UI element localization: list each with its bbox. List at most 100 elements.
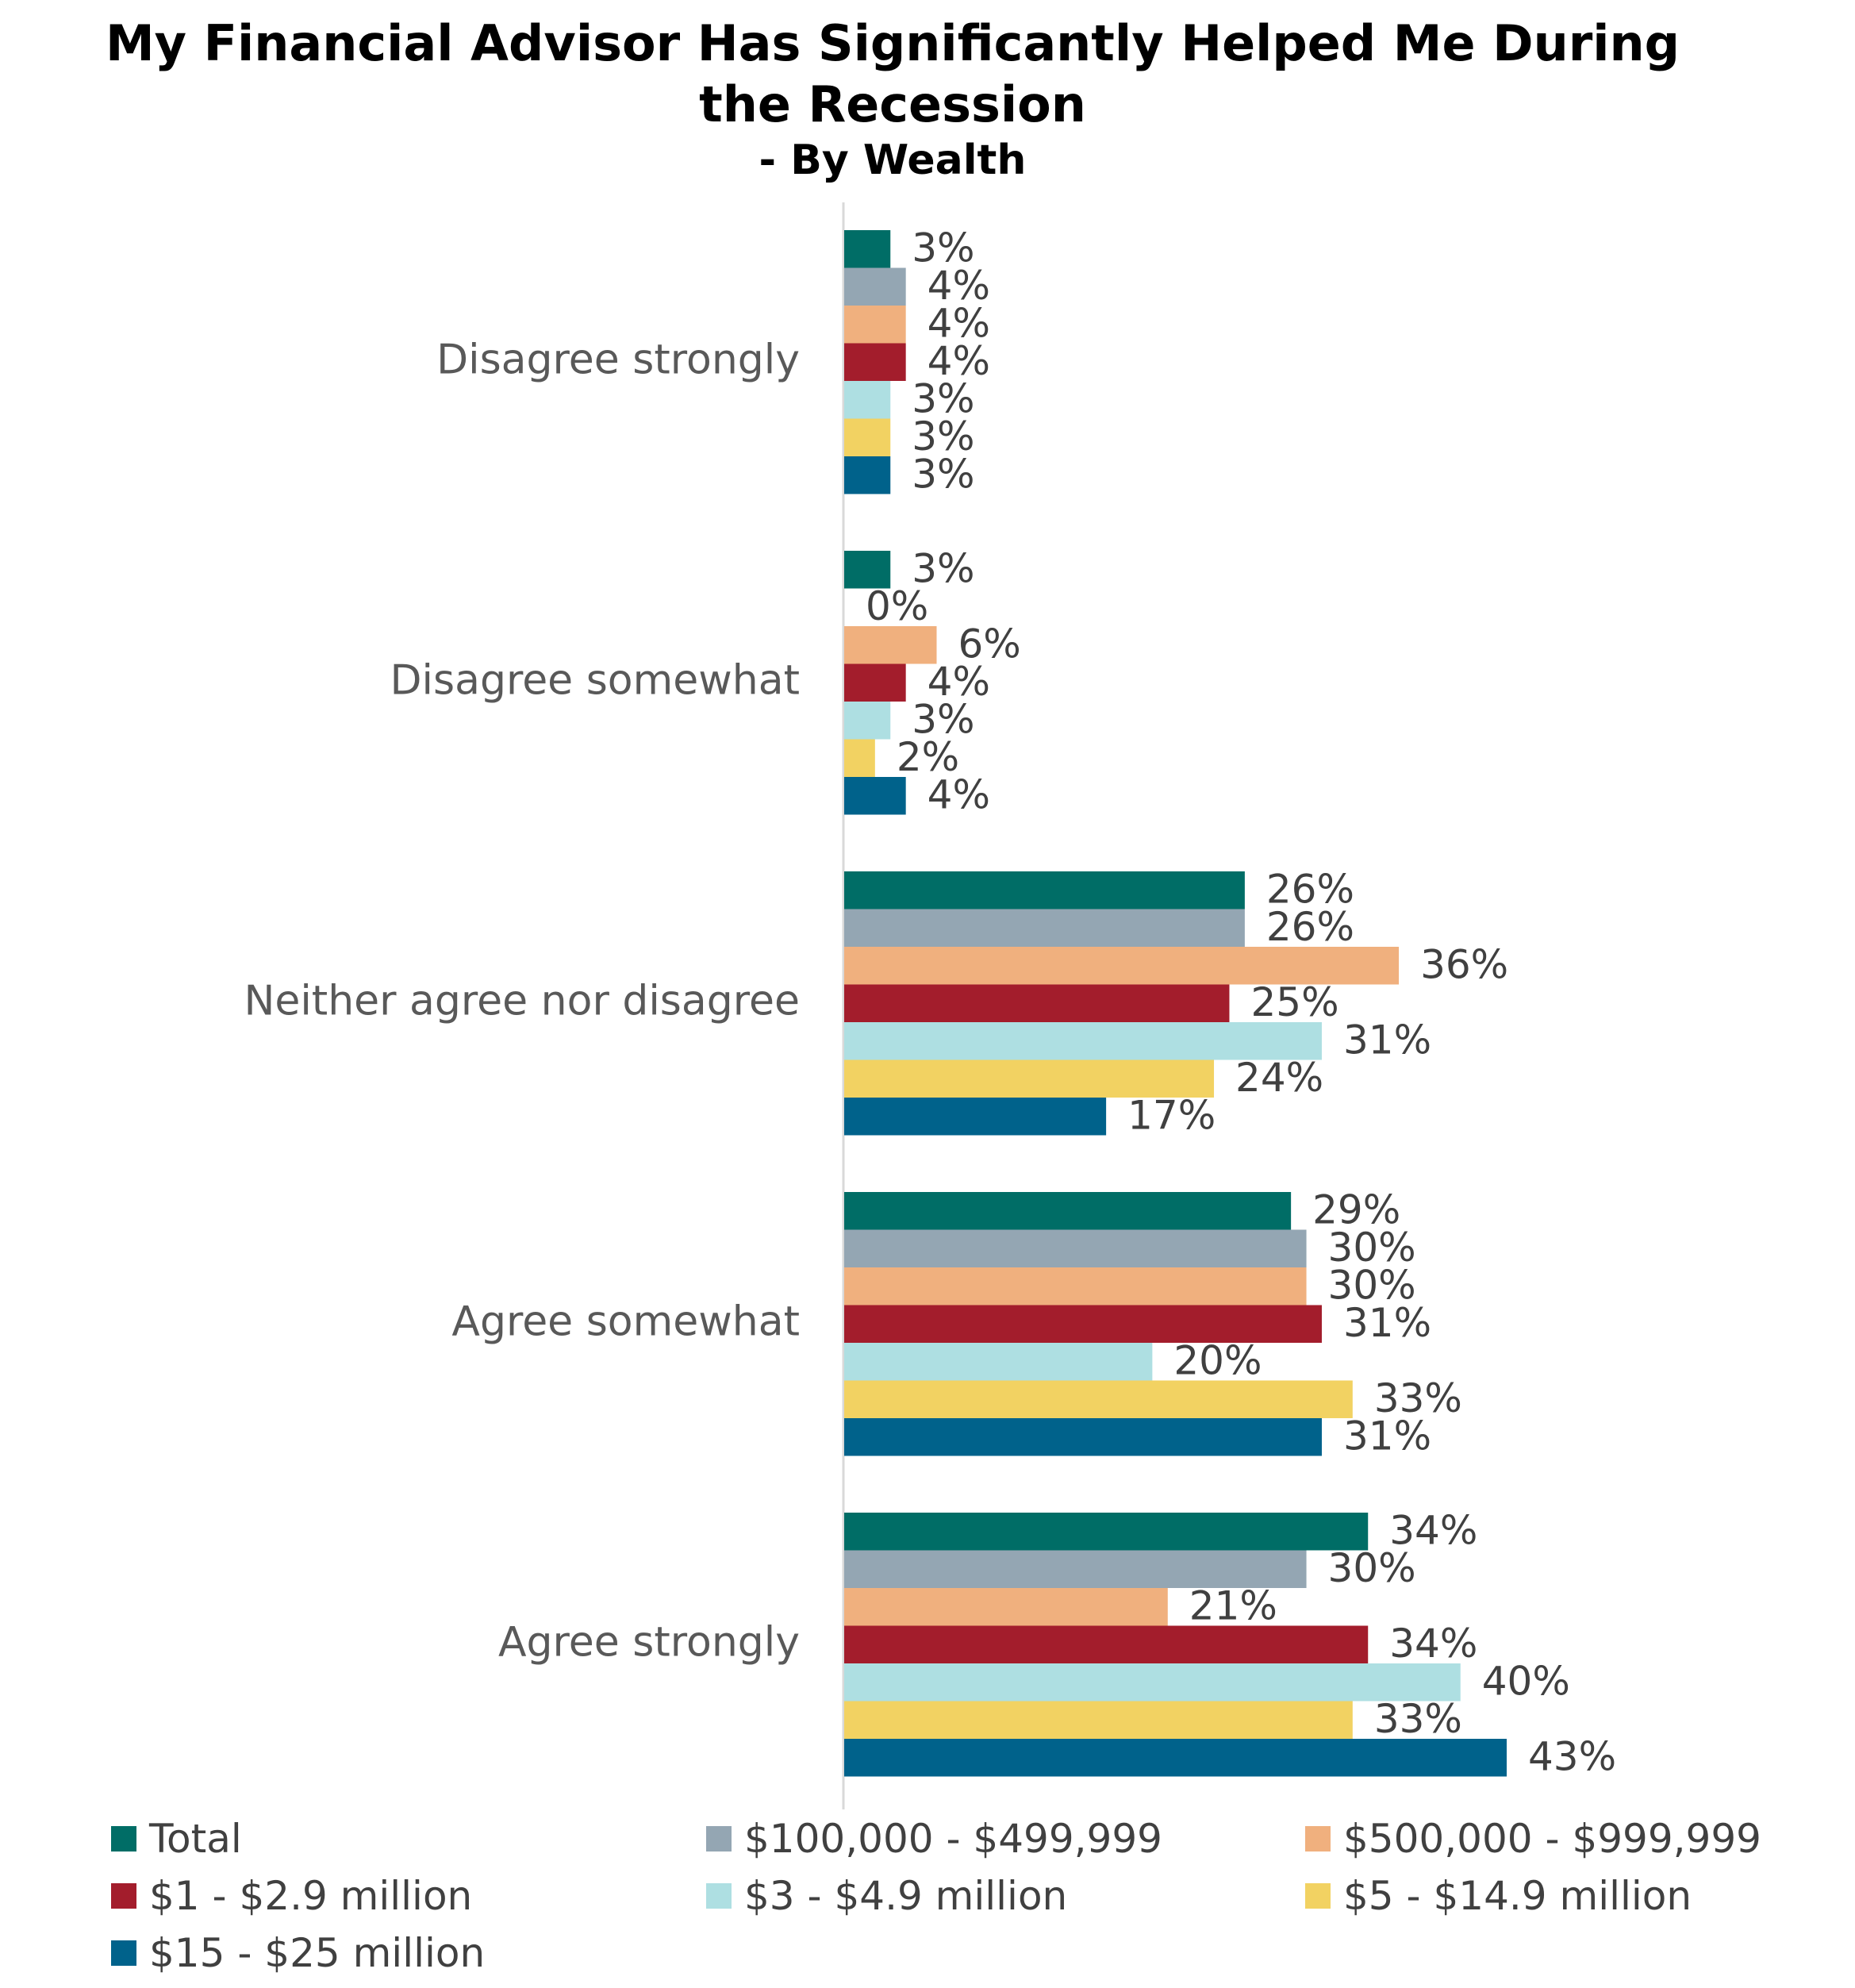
data-label-agree-somewhat-5-14-9-million: 33% bbox=[1374, 1375, 1462, 1421]
legend-item-100-000-499-999: $100,000 - $499,999 bbox=[706, 1816, 1162, 1862]
bar-agree-somewhat-100-000-499-999 bbox=[844, 1229, 1307, 1267]
bar-disagree-strongly-total bbox=[844, 230, 891, 268]
data-label-disagree-strongly-5-14-9-million: 3% bbox=[912, 413, 974, 460]
bar-agree-somewhat-total bbox=[844, 1192, 1292, 1230]
data-label-disagree-strongly-total: 3% bbox=[912, 225, 974, 271]
bar-neither-agree-nor-disagree-500-000-999-999 bbox=[844, 947, 1400, 985]
bar-agree-somewhat-1-2-9-million bbox=[844, 1305, 1322, 1343]
bar-disagree-strongly-15-25-million bbox=[844, 456, 891, 494]
bar-neither-agree-nor-disagree-total bbox=[844, 871, 1245, 909]
data-label-neither-agree-nor-disagree-500-000-999-999: 36% bbox=[1420, 941, 1508, 987]
legend-label: $500,000 - $999,999 bbox=[1343, 1816, 1761, 1862]
data-label-agree-somewhat-15-25-million: 31% bbox=[1343, 1413, 1431, 1459]
legend-swatch bbox=[1305, 1826, 1331, 1851]
data-label-agree-strongly-100-000-499-999: 30% bbox=[1328, 1545, 1416, 1591]
legend-item-3-4-9-million: $3 - $4.9 million bbox=[706, 1873, 1067, 1919]
category-label-neither-agree-nor-disagree: Neither agree nor disagree bbox=[244, 977, 800, 1025]
data-label-neither-agree-nor-disagree-15-25-million: 17% bbox=[1127, 1092, 1216, 1138]
bar-agree-strongly-1-2-9-million bbox=[844, 1625, 1369, 1663]
legend-swatch bbox=[111, 1940, 136, 1966]
bar-disagree-strongly-100-000-499-999 bbox=[844, 267, 906, 306]
data-label-disagree-strongly-3-4-9-million: 3% bbox=[912, 375, 974, 421]
bar-disagree-somewhat-1-2-9-million bbox=[844, 663, 906, 702]
data-label-agree-somewhat-500-000-999-999: 30% bbox=[1328, 1262, 1416, 1308]
data-label-disagree-somewhat-500-000-999-999: 6% bbox=[958, 621, 1021, 667]
legend-label: $5 - $14.9 million bbox=[1343, 1873, 1692, 1919]
data-label-disagree-somewhat-total: 3% bbox=[912, 545, 974, 591]
data-label-agree-somewhat-3-4-9-million: 20% bbox=[1173, 1337, 1262, 1383]
chart-title-line-2: the Recession bbox=[699, 75, 1086, 133]
legend-label: Total bbox=[149, 1816, 242, 1862]
bar-disagree-strongly-3-4-9-million bbox=[844, 381, 891, 419]
bar-agree-strongly-total bbox=[844, 1513, 1369, 1551]
data-label-agree-strongly-1-2-9-million: 34% bbox=[1389, 1621, 1477, 1667]
data-label-disagree-somewhat-1-2-9-million: 4% bbox=[928, 659, 990, 705]
data-label-disagree-somewhat-5-14-9-million: 2% bbox=[897, 734, 959, 780]
bar-neither-agree-nor-disagree-3-4-9-million bbox=[844, 1022, 1322, 1060]
legend-swatch bbox=[706, 1826, 732, 1851]
data-label-neither-agree-nor-disagree-100-000-499-999: 26% bbox=[1266, 904, 1354, 950]
bar-agree-strongly-3-4-9-million bbox=[844, 1663, 1461, 1702]
bar-agree-strongly-15-25-million bbox=[844, 1739, 1507, 1777]
data-label-agree-somewhat-100-000-499-999: 30% bbox=[1328, 1225, 1416, 1271]
data-label-disagree-strongly-100-000-499-999: 4% bbox=[928, 263, 990, 309]
legend-item-total: Total bbox=[111, 1816, 242, 1862]
bar-agree-strongly-500-000-999-999 bbox=[844, 1588, 1168, 1626]
legend-swatch bbox=[1305, 1883, 1331, 1909]
bar-disagree-somewhat-15-25-million bbox=[844, 777, 906, 815]
data-label-agree-strongly-500-000-999-999: 21% bbox=[1189, 1582, 1277, 1628]
legend-swatch bbox=[111, 1826, 136, 1851]
legend-label: $15 - $25 million bbox=[149, 1930, 486, 1976]
data-label-neither-agree-nor-disagree-5-14-9-million: 24% bbox=[1235, 1055, 1323, 1101]
category-label-disagree-strongly: Disagree strongly bbox=[436, 336, 800, 383]
bar-agree-strongly-5-14-9-million bbox=[844, 1701, 1353, 1739]
data-label-disagree-somewhat-15-25-million: 4% bbox=[928, 771, 990, 817]
bar-agree-somewhat-15-25-million bbox=[844, 1418, 1322, 1456]
bar-disagree-strongly-500-000-999-999 bbox=[844, 306, 906, 344]
bar-agree-somewhat-500-000-999-999 bbox=[844, 1267, 1307, 1305]
data-label-disagree-somewhat-3-4-9-million: 3% bbox=[912, 696, 974, 742]
bar-disagree-strongly-5-14-9-million bbox=[844, 418, 891, 456]
data-label-agree-strongly-total: 34% bbox=[1389, 1507, 1477, 1553]
data-label-disagree-strongly-1-2-9-million: 4% bbox=[928, 338, 990, 384]
legend-swatch bbox=[706, 1883, 732, 1909]
data-label-agree-somewhat-1-2-9-million: 31% bbox=[1343, 1300, 1431, 1346]
data-label-agree-strongly-3-4-9-million: 40% bbox=[1482, 1658, 1570, 1704]
bar-disagree-somewhat-5-14-9-million bbox=[844, 739, 875, 777]
data-label-agree-somewhat-total: 29% bbox=[1312, 1186, 1400, 1232]
bar-agree-somewhat-3-4-9-million bbox=[844, 1343, 1153, 1381]
legend-item-1-2-9-million: $1 - $2.9 million bbox=[111, 1873, 472, 1919]
data-label-neither-agree-nor-disagree-3-4-9-million: 31% bbox=[1343, 1017, 1431, 1063]
bar-neither-agree-nor-disagree-1-2-9-million bbox=[844, 984, 1230, 1022]
category-label-disagree-somewhat: Disagree somewhat bbox=[390, 656, 801, 704]
bar-disagree-somewhat-3-4-9-million bbox=[844, 702, 891, 740]
data-label-disagree-somewhat-100-000-499-999: 0% bbox=[866, 583, 928, 629]
bar-neither-agree-nor-disagree-100-000-499-999 bbox=[844, 909, 1245, 947]
legend-label: $1 - $2.9 million bbox=[149, 1873, 473, 1919]
data-label-disagree-strongly-15-25-million: 3% bbox=[912, 451, 974, 497]
bar-neither-agree-nor-disagree-15-25-million bbox=[844, 1098, 1107, 1136]
chart-title-line-1: My Financial Advisor Has Significantly H… bbox=[105, 14, 1680, 72]
data-label-neither-agree-nor-disagree-total: 26% bbox=[1266, 866, 1354, 912]
legend-item-5-14-9-million: $5 - $14.9 million bbox=[1305, 1873, 1692, 1919]
bar-neither-agree-nor-disagree-5-14-9-million bbox=[844, 1059, 1215, 1098]
category-label-agree-somewhat: Agree somewhat bbox=[451, 1298, 800, 1345]
bar-agree-somewhat-5-14-9-million bbox=[844, 1380, 1353, 1418]
bar-disagree-somewhat-total bbox=[844, 551, 891, 589]
legend-label: $3 - $4.9 million bbox=[744, 1873, 1068, 1919]
data-label-disagree-strongly-500-000-999-999: 4% bbox=[928, 300, 990, 346]
data-label-agree-strongly-5-14-9-million: 33% bbox=[1374, 1696, 1462, 1742]
bar-agree-strongly-100-000-499-999 bbox=[844, 1550, 1307, 1588]
chart-subtitle: - By Wealth bbox=[759, 137, 1027, 184]
legend-swatch bbox=[111, 1883, 136, 1909]
data-label-agree-strongly-15-25-million: 43% bbox=[1528, 1733, 1616, 1779]
bar-disagree-somewhat-500-000-999-999 bbox=[844, 626, 937, 664]
category-label-agree-strongly: Agree strongly bbox=[498, 1618, 800, 1666]
legend-label: $100,000 - $499,999 bbox=[744, 1816, 1162, 1862]
data-label-neither-agree-nor-disagree-1-2-9-million: 25% bbox=[1250, 979, 1338, 1025]
legend-item-500-000-999-999: $500,000 - $999,999 bbox=[1305, 1816, 1761, 1862]
legend-item-15-25-million: $15 - $25 million bbox=[111, 1930, 485, 1976]
